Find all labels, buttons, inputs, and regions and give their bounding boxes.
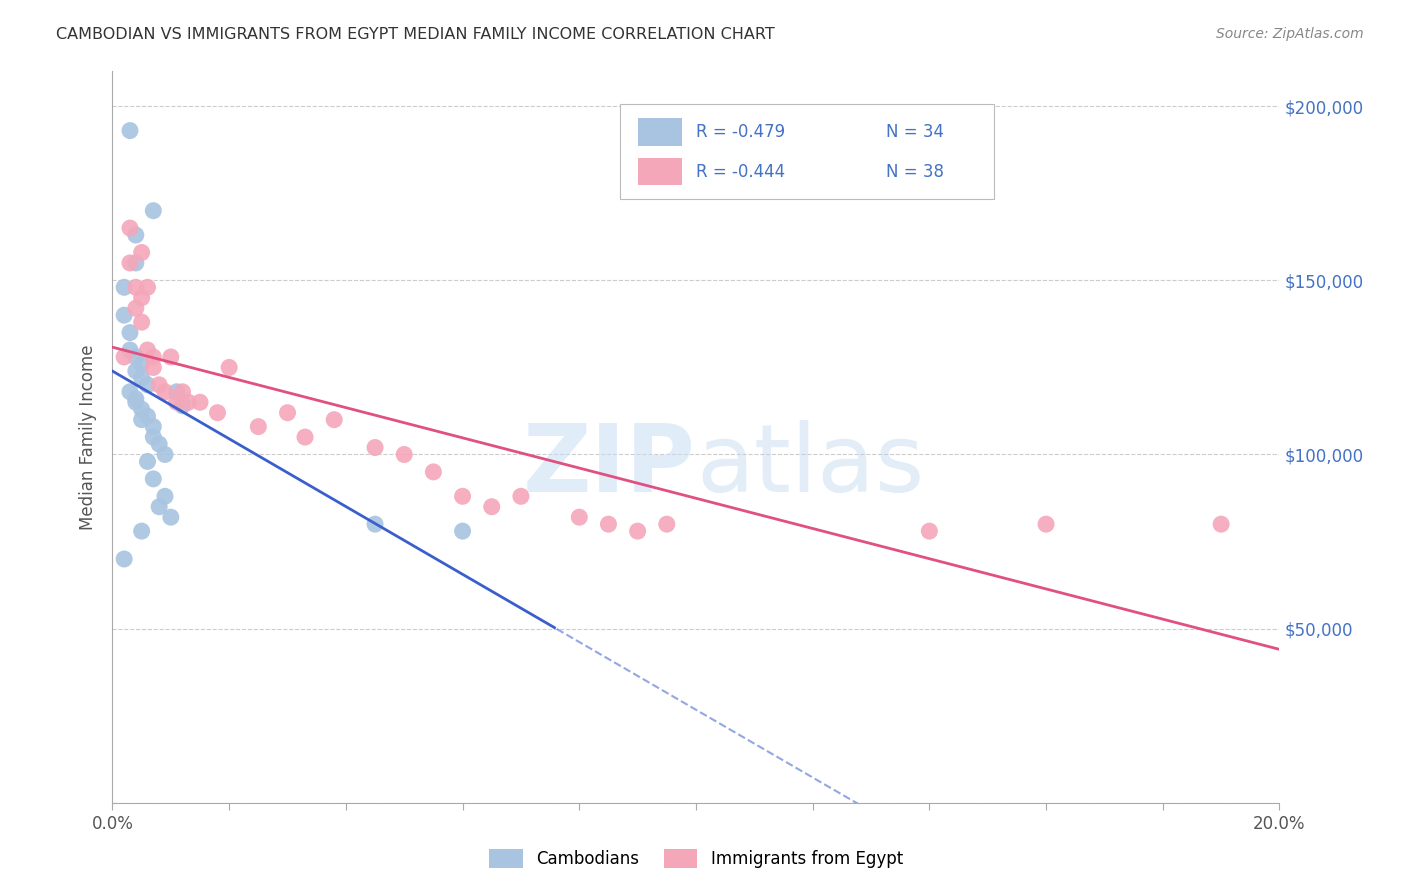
Point [294,430,316,444]
Point [160,350,183,364]
Point [118,384,141,399]
Point [422,465,444,479]
Point [153,384,176,399]
Point [153,448,176,462]
Point [125,280,148,294]
Text: N = 34: N = 34 [886,123,945,141]
Point [118,256,141,270]
Point [125,350,148,364]
Point [276,406,298,420]
Point [131,402,153,417]
Point [153,489,176,503]
Text: R = -0.479: R = -0.479 [696,123,785,141]
Point [118,326,141,340]
Point [125,392,148,406]
Text: atlas: atlas [696,420,924,512]
Point [136,343,159,357]
Point [125,364,148,378]
Point [142,360,165,375]
Point [136,280,159,294]
Point [394,448,416,462]
Point [166,384,188,399]
Text: Source: ZipAtlas.com: Source: ZipAtlas.com [1216,27,1364,41]
Point [136,454,159,468]
Point [131,315,153,329]
Point [142,472,165,486]
Point [627,524,650,538]
Point [148,437,170,451]
Point [142,430,165,444]
Y-axis label: Median Family Income: Median Family Income [79,344,97,530]
Legend: Cambodians, Immigrants from Egypt: Cambodians, Immigrants from Egypt [482,842,910,875]
Point [218,360,240,375]
Point [598,517,620,532]
Point [131,412,153,426]
Point [112,308,135,322]
Point [131,357,153,371]
Point [1209,517,1232,532]
Point [136,377,159,392]
Text: CAMBODIAN VS IMMIGRANTS FROM EGYPT MEDIAN FAMILY INCOME CORRELATION CHART: CAMBODIAN VS IMMIGRANTS FROM EGYPT MEDIA… [56,27,775,42]
Point [125,228,148,243]
Point [481,500,503,514]
Point [1035,517,1057,532]
Point [142,350,165,364]
Point [364,517,387,532]
Point [655,517,678,532]
Point [451,524,474,538]
Point [131,371,153,385]
Point [160,510,183,524]
Point [142,203,165,218]
Point [509,489,531,503]
Point [125,256,148,270]
Point [148,377,170,392]
Point [188,395,211,409]
FancyBboxPatch shape [638,158,682,186]
Point [118,123,141,137]
FancyBboxPatch shape [638,118,682,146]
Point [364,441,387,455]
Point [568,510,591,524]
Point [142,419,165,434]
Point [451,489,474,503]
Point [207,406,229,420]
Point [125,301,148,316]
Point [918,524,941,538]
Point [177,395,200,409]
Point [172,384,194,399]
Point [118,221,141,235]
Point [323,412,346,426]
Point [131,245,153,260]
Point [131,291,153,305]
Point [112,552,135,566]
Point [131,524,153,538]
Point [125,395,148,409]
Point [166,395,188,409]
Point [247,419,270,434]
FancyBboxPatch shape [620,104,994,200]
Point [118,343,141,357]
Point [112,350,135,364]
Text: R = -0.444: R = -0.444 [696,162,785,180]
Text: N = 38: N = 38 [886,162,945,180]
Point [148,500,170,514]
Point [136,409,159,424]
Text: ZIP: ZIP [523,420,696,512]
Point [112,280,135,294]
Point [172,399,194,413]
